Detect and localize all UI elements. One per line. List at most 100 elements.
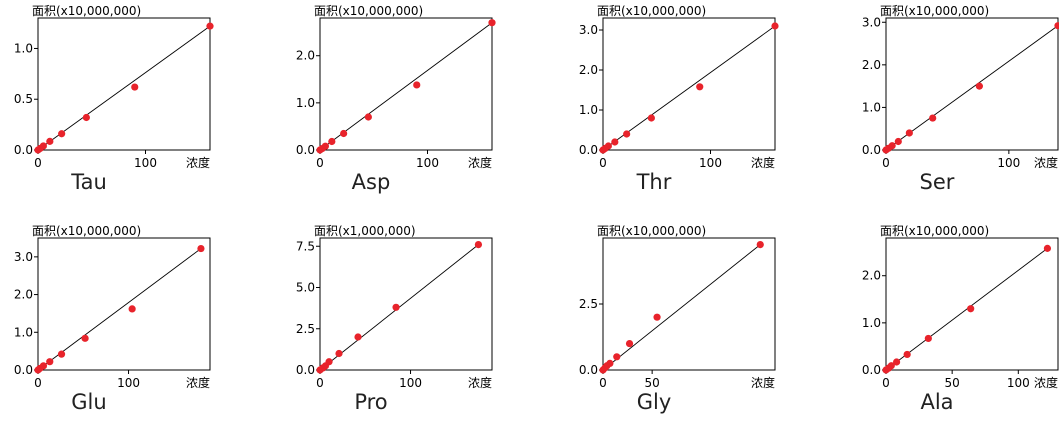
y-axis-label: 面积(x10,000,000) <box>880 224 989 238</box>
x-axis-label: 浓度 <box>1034 155 1058 170</box>
chart-title: Pro <box>354 390 388 414</box>
data-point <box>46 137 54 145</box>
data-point <box>57 350 66 358</box>
plot-frame <box>885 237 1059 371</box>
y-tick-label: 1.0 <box>296 96 315 110</box>
data-point <box>924 334 932 343</box>
data-point <box>364 113 372 121</box>
data-point <box>206 22 214 30</box>
data-point <box>335 349 343 358</box>
regression-line <box>319 22 493 151</box>
x-axis-label: 浓度 <box>1034 375 1058 390</box>
plot-frame <box>37 237 211 371</box>
data-point <box>81 334 89 342</box>
chart-panel-pro: 面积(x1,000,000) 0.0 2.5 5.0 7.5 0 100 浓度 Pro <box>282 220 517 434</box>
y-tick-label: 3.0 <box>14 250 33 264</box>
data-point <box>771 22 779 30</box>
chart-svg: 面积(x10,000,000) 0.0 2.5 0 50 浓度 <box>579 224 776 390</box>
data-point <box>653 313 661 321</box>
data-point <box>929 114 937 122</box>
data-point <box>321 142 329 150</box>
data-point <box>392 303 400 311</box>
x-tick-label: 100 <box>1007 376 1030 390</box>
y-tick-label: 2.0 <box>862 269 881 283</box>
y-axis-label: 面积(x10,000,000) <box>597 4 706 18</box>
data-point <box>46 358 54 366</box>
data-point <box>58 130 66 138</box>
y-tick-label: 2.0 <box>14 288 33 302</box>
x-axis-label: 浓度 <box>751 155 775 170</box>
y-tick-label: 0.0 <box>14 363 33 377</box>
x-tick-label: 0 <box>882 376 890 390</box>
chart-panel-asp: 面积(x10,000,000) 0.0 1.0 2.0 0 100 浓度 Asp <box>282 0 517 214</box>
x-tick-label: 0 <box>316 156 324 170</box>
data-point <box>325 358 333 366</box>
x-tick-label: 0 <box>599 156 607 170</box>
data-point <box>756 241 764 249</box>
y-tick-label: 2.5 <box>296 322 315 336</box>
chart-svg: 面积(x10,000,000) 0.0 1.0 2.0 0 100 浓度 <box>296 4 496 170</box>
chart-title: Thr <box>636 170 672 194</box>
data-point <box>888 142 896 150</box>
y-tick-label: 1.0 <box>14 325 33 339</box>
chart-title: Ser <box>919 170 955 194</box>
chart-svg: 面积(x1,000,000) 0.0 2.5 5.0 7.5 0 100 浓度 <box>296 224 493 390</box>
chart-title: Glu <box>71 390 107 414</box>
data-point <box>1043 244 1052 252</box>
y-axis-label: 面积(x1,000,000) <box>314 224 416 238</box>
plot-frame <box>319 237 493 371</box>
y-tick-label: 0.0 <box>296 363 315 377</box>
y-axis-label: 面积(x10,000,000) <box>32 4 141 18</box>
regression-line <box>602 25 776 151</box>
y-tick-label: 1.0 <box>862 316 881 330</box>
chart-panel-thr: 面积(x10,000,000) 0.0 1.0 2.0 3.0 0 100 浓度 Thr <box>565 0 800 214</box>
chart-svg: 面积(x10,000,000) 0.0 0.5 1.0 0 100 浓度 <box>14 4 214 170</box>
x-tick-label: 100 <box>699 156 722 170</box>
x-axis-label: 浓度 <box>468 155 492 170</box>
chart-panel-tau: 面积(x10,000,000) 0.0 0.5 1.0 0 100 浓度 Tau <box>0 0 235 214</box>
data-point <box>82 113 90 122</box>
chart-panel-ala: 面积(x10,000,000) 0.0 1.0 2.0 0 50 100 浓度 Ala <box>848 220 1059 434</box>
data-point <box>611 138 619 146</box>
x-tick-label: 50 <box>945 376 960 390</box>
x-tick-label: 0 <box>599 376 607 390</box>
x-tick-label: 0 <box>34 156 42 170</box>
x-tick-label: 0 <box>882 156 890 170</box>
chart-svg: 面积(x10,000,000) 0.0 1.0 2.0 3.0 0 100 浓度 <box>579 4 779 170</box>
data-point <box>1054 22 1059 30</box>
x-axis-label: 浓度 <box>186 375 210 390</box>
data-point <box>967 305 975 313</box>
regression-line <box>602 244 761 371</box>
y-tick-label: 3.0 <box>579 23 598 37</box>
data-point <box>606 359 614 367</box>
data-point <box>975 82 983 90</box>
data-point <box>354 333 362 341</box>
y-tick-label: 2.5 <box>579 297 598 311</box>
y-tick-label: 5.0 <box>296 281 315 295</box>
y-tick-label: 0.0 <box>862 363 881 377</box>
x-tick-label: 100 <box>134 156 157 170</box>
chart-panel-gly: 面积(x10,000,000) 0.0 2.5 0 50 浓度 Gly <box>565 220 800 434</box>
data-point <box>892 358 901 366</box>
x-tick-label: 100 <box>416 156 439 170</box>
y-tick-label: 0.0 <box>296 143 315 157</box>
data-point <box>887 362 895 370</box>
data-point <box>474 241 483 249</box>
y-tick-label: 0.5 <box>14 92 33 106</box>
y-tick-label: 0.0 <box>579 363 598 377</box>
data-point <box>905 129 913 137</box>
data-point <box>613 353 621 361</box>
data-point <box>894 137 902 146</box>
x-tick-label: 100 <box>117 376 140 390</box>
y-axis-label: 面积(x10,000,000) <box>32 224 141 238</box>
y-axis-label: 面积(x10,000,000) <box>880 4 989 18</box>
data-point <box>903 350 911 359</box>
y-tick-label: 2.0 <box>296 49 315 63</box>
chart-svg: 面积(x10,000,000) 0.0 1.0 2.0 3.0 0 100 浓度 <box>862 4 1059 170</box>
regression-line <box>37 248 202 371</box>
chart-title: Asp <box>351 170 391 194</box>
y-tick-label: 2.0 <box>579 63 598 77</box>
data-point <box>696 83 704 91</box>
regression-line <box>37 25 211 151</box>
y-tick-label: 7.5 <box>296 239 315 253</box>
